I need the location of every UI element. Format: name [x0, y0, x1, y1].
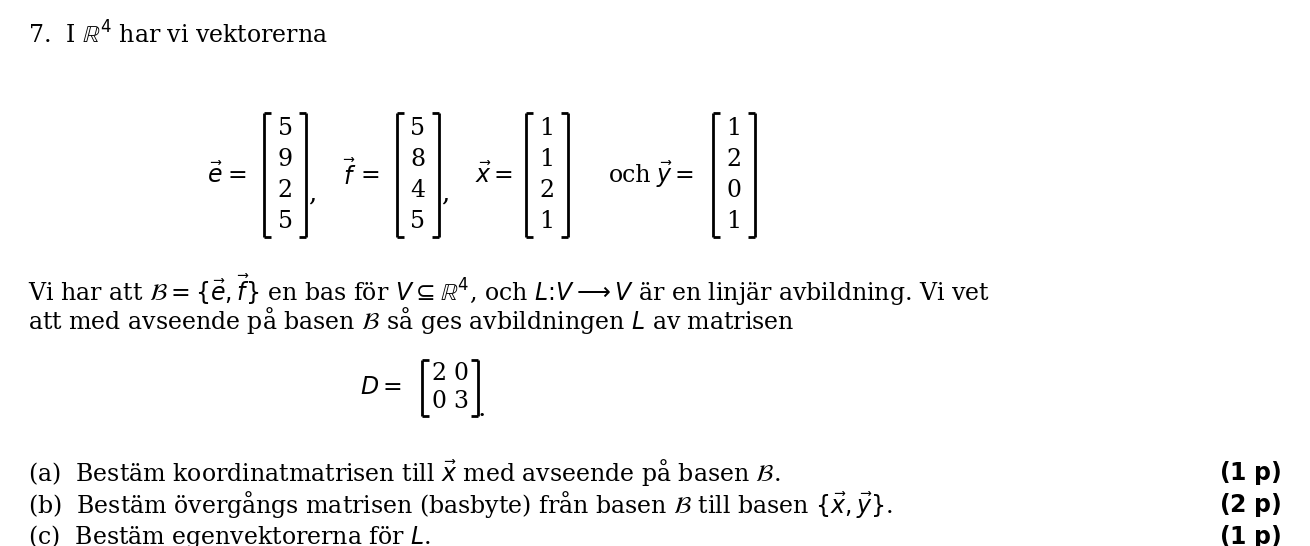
- Text: 4: 4: [410, 179, 426, 202]
- Text: =: =: [493, 163, 514, 187]
- Text: 5: 5: [410, 117, 426, 140]
- Text: och: och: [609, 163, 651, 187]
- Text: 0: 0: [727, 179, 741, 202]
- Text: $\vec{e}$: $\vec{e}$: [207, 162, 223, 188]
- Text: 8: 8: [410, 148, 426, 171]
- Text: 0: 0: [453, 363, 469, 385]
- Text: 5: 5: [278, 117, 292, 140]
- Text: 2: 2: [431, 363, 447, 385]
- Text: 1: 1: [727, 210, 741, 233]
- Text: $\vec{f}$: $\vec{f}$: [343, 159, 356, 191]
- Text: (c)  Bestäm egenvektorerna för $L$.: (c) Bestäm egenvektorerna för $L$.: [28, 523, 431, 546]
- Text: $\mathbf{(1\ p)}$: $\mathbf{(1\ p)}$: [1220, 459, 1282, 487]
- Text: (a)  Bestäm koordinatmatrisen till $\vec{x}$ med avseende på basen $\mathcal{B}$: (a) Bestäm koordinatmatrisen till $\vec{…: [28, 458, 781, 489]
- Text: 2: 2: [540, 179, 554, 202]
- Text: 1: 1: [540, 210, 554, 233]
- Text: 2: 2: [278, 179, 292, 202]
- Text: =: =: [675, 163, 694, 187]
- Text: 3: 3: [453, 390, 469, 413]
- Text: ,: ,: [440, 181, 449, 205]
- Text: (b)  Bestäm övergångs matrisen (basbyte) från basen $\mathcal{B}$ till basen $\{: (b) Bestäm övergångs matrisen (basbyte) …: [28, 490, 893, 520]
- Text: 2: 2: [727, 148, 741, 171]
- Text: 1: 1: [540, 117, 554, 140]
- Text: $\vec{y}$: $\vec{y}$: [655, 159, 672, 191]
- Text: .: .: [478, 395, 486, 420]
- Text: =: =: [383, 377, 402, 400]
- Text: ,: ,: [308, 181, 316, 205]
- Text: 1: 1: [727, 117, 741, 140]
- Text: $D$: $D$: [360, 377, 380, 400]
- Text: 5: 5: [278, 210, 292, 233]
- Text: 7.  I $\mathbb{R}^4$ har vi vektorerna: 7. I $\mathbb{R}^4$ har vi vektorerna: [28, 21, 328, 49]
- Text: =: =: [360, 163, 380, 187]
- Text: 1: 1: [540, 148, 554, 171]
- Text: $\mathbf{(1\ p)}$: $\mathbf{(1\ p)}$: [1220, 523, 1282, 546]
- Text: 5: 5: [410, 210, 426, 233]
- Text: att med avseende på basen $\mathcal{B}$ så ges avbildningen $L$ av matrisen: att med avseende på basen $\mathcal{B}$ …: [28, 305, 795, 335]
- Text: =: =: [227, 163, 246, 187]
- Text: $\mathbf{(2\ p)}$: $\mathbf{(2\ p)}$: [1220, 491, 1282, 519]
- Text: 9: 9: [278, 148, 292, 171]
- Text: 0: 0: [431, 390, 447, 413]
- Text: Vi har att $\mathcal{B} = \{\vec{e}, \vec{f}\}$ en bas för $V \subseteq \mathbb{: Vi har att $\mathcal{B} = \{\vec{e}, \ve…: [28, 272, 990, 308]
- Text: $\vec{x}$: $\vec{x}$: [474, 162, 491, 188]
